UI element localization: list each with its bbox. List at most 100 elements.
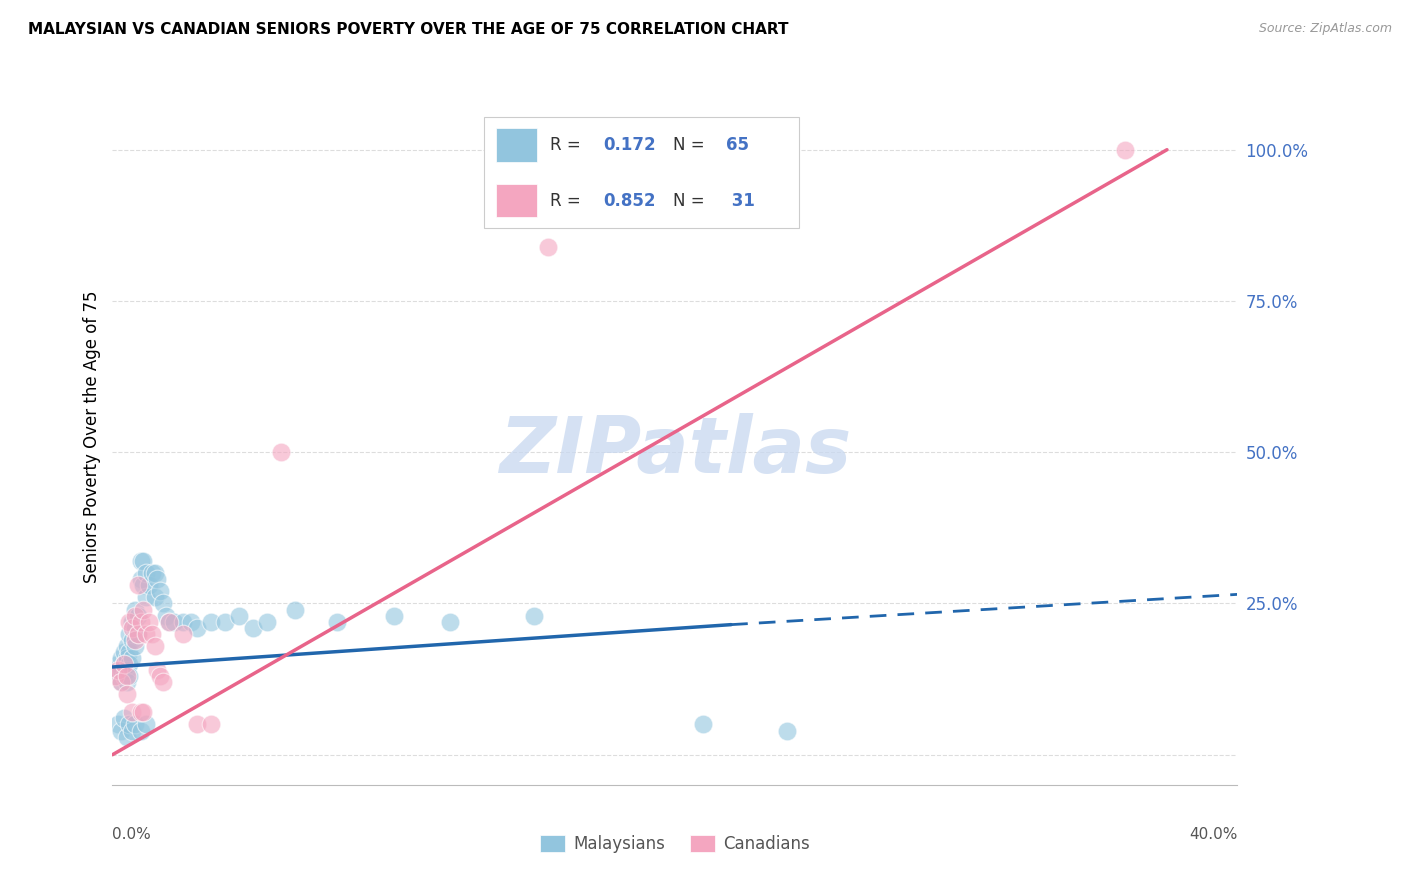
Point bbox=[200, 615, 222, 629]
Point bbox=[135, 717, 157, 731]
Point bbox=[127, 578, 149, 592]
Point bbox=[112, 657, 135, 671]
Text: ZIPatlas: ZIPatlas bbox=[499, 413, 851, 489]
Point bbox=[141, 626, 163, 640]
Point bbox=[127, 626, 149, 640]
Point bbox=[132, 578, 155, 592]
Point bbox=[118, 657, 141, 671]
Point bbox=[439, 615, 461, 629]
Text: 40.0%: 40.0% bbox=[1189, 827, 1237, 842]
Point bbox=[118, 615, 141, 629]
Point bbox=[115, 639, 138, 653]
Point bbox=[143, 639, 166, 653]
Point bbox=[270, 445, 292, 459]
Point bbox=[121, 723, 143, 738]
Point bbox=[152, 675, 174, 690]
Point bbox=[104, 663, 127, 677]
Point bbox=[143, 566, 166, 581]
Point bbox=[141, 566, 163, 581]
Point bbox=[692, 717, 714, 731]
Point bbox=[157, 615, 180, 629]
Point bbox=[124, 717, 146, 731]
Point bbox=[186, 717, 208, 731]
Point bbox=[124, 639, 146, 653]
Point bbox=[523, 608, 546, 623]
Point bbox=[242, 621, 264, 635]
Point bbox=[107, 669, 129, 683]
Point bbox=[146, 572, 169, 586]
Point bbox=[124, 632, 146, 647]
Point bbox=[138, 578, 160, 592]
Point bbox=[124, 608, 146, 623]
Point bbox=[146, 663, 169, 677]
Text: 0.0%: 0.0% bbox=[112, 827, 152, 842]
Point bbox=[118, 669, 141, 683]
Point bbox=[124, 621, 146, 635]
Point bbox=[107, 717, 129, 731]
Point bbox=[172, 615, 194, 629]
Point bbox=[115, 651, 138, 665]
Point bbox=[163, 615, 186, 629]
Point bbox=[107, 657, 129, 671]
Point bbox=[121, 651, 143, 665]
Point bbox=[326, 615, 349, 629]
Point bbox=[107, 663, 129, 677]
Point bbox=[152, 597, 174, 611]
Point bbox=[129, 554, 152, 568]
Point bbox=[138, 615, 160, 629]
Point bbox=[135, 626, 157, 640]
Point bbox=[121, 615, 143, 629]
Point bbox=[180, 615, 202, 629]
Point bbox=[382, 608, 405, 623]
Point bbox=[155, 608, 177, 623]
Point bbox=[228, 608, 250, 623]
Point bbox=[121, 632, 143, 647]
Point bbox=[157, 615, 180, 629]
Point bbox=[118, 626, 141, 640]
Point bbox=[112, 669, 135, 683]
Legend: Malaysians, Canadians: Malaysians, Canadians bbox=[533, 829, 817, 860]
Point bbox=[776, 723, 799, 738]
Point bbox=[186, 621, 208, 635]
Point bbox=[112, 645, 135, 659]
Point bbox=[129, 572, 152, 586]
Point bbox=[149, 584, 172, 599]
Point bbox=[118, 645, 141, 659]
Point bbox=[127, 608, 149, 623]
Point bbox=[115, 675, 138, 690]
Point bbox=[110, 675, 132, 690]
Point bbox=[118, 717, 141, 731]
Point bbox=[214, 615, 236, 629]
Point bbox=[132, 602, 155, 616]
Point bbox=[1114, 143, 1136, 157]
Point bbox=[284, 602, 307, 616]
Point bbox=[200, 717, 222, 731]
Point bbox=[121, 621, 143, 635]
Point bbox=[172, 626, 194, 640]
Point bbox=[129, 615, 152, 629]
Point bbox=[132, 554, 155, 568]
Point bbox=[112, 657, 135, 671]
Point bbox=[143, 591, 166, 605]
Text: Source: ZipAtlas.com: Source: ZipAtlas.com bbox=[1258, 22, 1392, 36]
Point bbox=[135, 566, 157, 581]
Point bbox=[112, 711, 135, 725]
Point bbox=[135, 591, 157, 605]
Point bbox=[129, 706, 152, 720]
Point bbox=[115, 663, 138, 677]
Y-axis label: Seniors Poverty Over the Age of 75: Seniors Poverty Over the Age of 75 bbox=[83, 291, 101, 583]
Point bbox=[129, 723, 152, 738]
Point bbox=[256, 615, 278, 629]
Point bbox=[110, 675, 132, 690]
Point bbox=[104, 669, 127, 683]
Text: MALAYSIAN VS CANADIAN SENIORS POVERTY OVER THE AGE OF 75 CORRELATION CHART: MALAYSIAN VS CANADIAN SENIORS POVERTY OV… bbox=[28, 22, 789, 37]
Point bbox=[115, 669, 138, 683]
Point bbox=[127, 626, 149, 640]
Point bbox=[537, 239, 560, 253]
Point bbox=[110, 663, 132, 677]
Point bbox=[132, 706, 155, 720]
Point bbox=[115, 687, 138, 701]
Point bbox=[115, 730, 138, 744]
Point bbox=[110, 723, 132, 738]
Point bbox=[149, 669, 172, 683]
